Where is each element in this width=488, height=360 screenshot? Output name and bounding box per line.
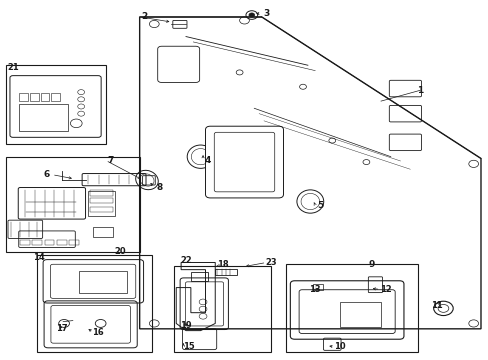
Bar — [173, 266, 271, 352]
Text: 5: 5 — [316, 201, 323, 210]
Text: 20: 20 — [114, 247, 126, 256]
Text: 9: 9 — [367, 260, 374, 269]
Text: 14: 14 — [33, 253, 44, 262]
Text: 19: 19 — [180, 321, 191, 330]
Bar — [339, 302, 380, 327]
Text: 15: 15 — [182, 342, 194, 351]
Bar — [32, 240, 42, 245]
Text: 21: 21 — [7, 63, 19, 72]
Text: 12: 12 — [379, 285, 391, 294]
Text: 4: 4 — [204, 156, 211, 165]
Text: 10: 10 — [333, 342, 345, 351]
Text: 11: 11 — [430, 301, 442, 310]
Bar — [19, 104, 68, 131]
Bar — [285, 264, 417, 352]
Text: 7: 7 — [107, 156, 113, 165]
Text: 13: 13 — [309, 285, 320, 294]
Bar — [312, 284, 322, 291]
Bar — [88, 191, 115, 216]
Bar — [90, 198, 113, 203]
Bar — [41, 93, 49, 101]
Bar — [215, 269, 237, 275]
Bar — [190, 272, 207, 281]
Bar — [90, 190, 113, 196]
Bar — [37, 255, 152, 352]
Text: 18: 18 — [216, 260, 228, 269]
Text: 22: 22 — [180, 256, 191, 265]
Bar — [57, 240, 66, 245]
Text: 1: 1 — [416, 86, 422, 95]
Bar — [5, 65, 105, 144]
Bar — [20, 240, 30, 245]
Bar — [79, 271, 127, 293]
Text: 2: 2 — [141, 12, 147, 21]
Text: 6: 6 — [44, 170, 50, 179]
Bar — [30, 93, 39, 101]
Text: 3: 3 — [263, 9, 269, 18]
Bar — [51, 93, 60, 101]
Circle shape — [248, 13, 254, 17]
Bar — [90, 207, 113, 212]
Bar — [5, 157, 140, 252]
Text: 23: 23 — [265, 258, 277, 267]
Text: 17: 17 — [56, 324, 67, 333]
Bar — [93, 226, 113, 237]
FancyBboxPatch shape — [205, 126, 283, 198]
Text: 16: 16 — [92, 328, 104, 337]
Bar — [44, 240, 54, 245]
Bar — [69, 240, 79, 245]
Bar — [19, 93, 28, 101]
Text: 8: 8 — [156, 183, 162, 192]
